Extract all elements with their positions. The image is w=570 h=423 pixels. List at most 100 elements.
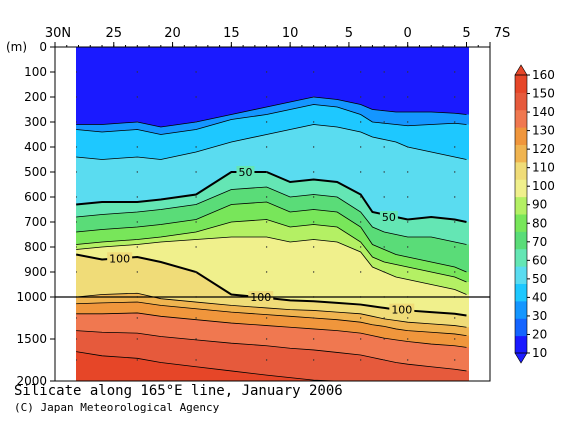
- sample-dot: [407, 96, 409, 98]
- colorbar-label: 30: [532, 309, 547, 323]
- sample-dot: [454, 121, 456, 123]
- sample-dot: [383, 121, 385, 123]
- sample-dot: [312, 121, 315, 123]
- sample-dot: [265, 338, 268, 340]
- sample-dot: [136, 146, 138, 148]
- contour-label-bg: [389, 303, 415, 316]
- sample-dot: [407, 121, 409, 123]
- sample-dot: [76, 338, 77, 340]
- y-tick-label: 900: [24, 265, 47, 279]
- sample-dot: [454, 338, 456, 340]
- sample-dot: [383, 271, 385, 273]
- y-axis-unit: (m): [6, 40, 27, 54]
- x-tick-label: 0: [404, 26, 412, 41]
- sample-dot: [312, 221, 315, 223]
- colorbar-top-arrow: [514, 64, 528, 76]
- sample-dot: [312, 71, 315, 73]
- y-tick-label: 500: [24, 165, 47, 179]
- sample-dot: [76, 246, 77, 248]
- contour-90: [76, 236, 467, 295]
- contour-label-bg: [107, 252, 133, 265]
- contour-label-bg: [236, 166, 255, 178]
- sample-dot: [312, 146, 315, 148]
- sample-dot: [383, 317, 385, 319]
- contour-130: [76, 312, 467, 348]
- sample-dot: [136, 96, 138, 98]
- sample-dot: [76, 171, 77, 173]
- x-tick-label: 5: [462, 26, 470, 41]
- plot-frame: [54, 46, 491, 382]
- colorbar-label: 100: [532, 179, 555, 193]
- y-tick-label: 300: [24, 115, 47, 129]
- sample-dot: [454, 196, 456, 198]
- contour-140: [76, 330, 467, 372]
- colorbar-swatch: [515, 179, 527, 198]
- sample-dot: [76, 146, 77, 148]
- colorbar-label: 130: [532, 124, 555, 138]
- x-tick-label: 15: [223, 26, 240, 41]
- x-tick-label: 20: [164, 26, 181, 41]
- y-tick-label: 600: [24, 190, 47, 204]
- credit-text: (C) Japan Meteorological Agency: [14, 401, 220, 414]
- sample-dot: [195, 171, 197, 173]
- contour-label: 50: [238, 166, 252, 179]
- contour-label: 100: [109, 252, 130, 265]
- y-tick-label: 200: [24, 90, 47, 104]
- sample-dot: [195, 246, 197, 248]
- colorbar-label: 40: [532, 290, 547, 304]
- x-tick-label: 25: [106, 26, 123, 41]
- sample-dot: [265, 171, 268, 173]
- sample-dot: [76, 271, 77, 273]
- sample-dot: [359, 338, 362, 340]
- sample-dot: [407, 146, 409, 148]
- sample-dot: [383, 359, 385, 361]
- sample-dot: [76, 96, 77, 98]
- sample-dot: [383, 96, 385, 98]
- y-tick-label: 400: [24, 140, 47, 154]
- sample-dot: [312, 317, 315, 319]
- sample-dot: [383, 246, 385, 248]
- sample-dot: [265, 196, 268, 198]
- sample-dot: [195, 338, 197, 340]
- sample-dot: [76, 221, 77, 223]
- sample-dot: [383, 71, 385, 73]
- sample-dot: [136, 271, 138, 273]
- colorbar-swatch: [515, 248, 527, 267]
- x-tick-label: 30N: [45, 26, 71, 41]
- sample-dot: [407, 246, 409, 248]
- colorbar-label: 80: [532, 216, 547, 230]
- x-tick-label: 5: [345, 26, 353, 41]
- sample-dot: [454, 146, 456, 148]
- sample-dot: [136, 171, 138, 173]
- sample-dot: [76, 71, 77, 73]
- sample-dot: [76, 359, 77, 361]
- colorbar: 160 150 140 130 120 110 100 90 80 70 60 50 40 30 20 10: [514, 64, 555, 364]
- sample-dot: [195, 71, 197, 73]
- sample-dot: [195, 96, 197, 98]
- colorbar-label: 150: [532, 87, 555, 101]
- sample-dot: [136, 121, 138, 123]
- sample-dot: [265, 221, 268, 223]
- sample-dot: [265, 246, 268, 248]
- sample-dot: [359, 196, 362, 198]
- sample-dot: [359, 221, 362, 223]
- sample-dot: [407, 338, 409, 340]
- sample-dot: [195, 196, 197, 198]
- sample-dot: [407, 71, 409, 73]
- sample-dot: [383, 196, 385, 198]
- y-tick-label: 1000: [16, 290, 47, 304]
- colorbar-swatch: [515, 300, 527, 319]
- contour-50: [76, 171, 467, 223]
- chart-title: Silicate along 165°E line, January 2006: [14, 383, 343, 399]
- axes: 30N 25 20 15 10 5 0 5 7S100200300400500600700800…: [6, 26, 510, 388]
- sample-dot: [407, 221, 409, 223]
- colorbar-bottom-arrow: [514, 352, 528, 364]
- sample-dot: [136, 317, 138, 319]
- colorbar-label: 110: [532, 161, 555, 175]
- colorbar-swatch: [515, 92, 527, 111]
- sample-dot: [454, 359, 456, 361]
- sample-dot: [407, 196, 409, 198]
- sample-dot: [359, 246, 362, 248]
- sample-dot: [136, 246, 138, 248]
